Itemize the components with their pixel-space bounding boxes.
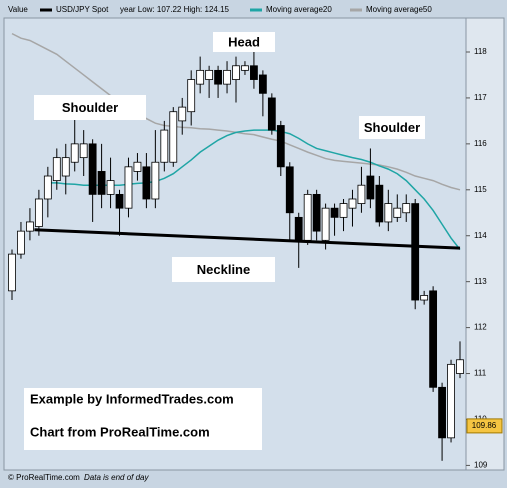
candle-body (447, 363, 455, 439)
y-tick-label: 111 (474, 369, 487, 378)
candle-body (43, 175, 52, 200)
y-tick-label: 112 (474, 323, 487, 332)
candle-body (258, 74, 267, 94)
candle-body (205, 69, 214, 80)
header-info: year Low: 107.22 High: 124.15 (120, 5, 230, 14)
axis-area (465, 17, 505, 471)
candle-body (106, 180, 115, 195)
legend-label: USD/JPY Spot (56, 5, 109, 14)
candle-body (366, 175, 375, 200)
candle-body (312, 193, 321, 232)
candle-body (339, 203, 348, 218)
candle-body (285, 166, 294, 214)
y-tick-label: 118 (474, 47, 487, 56)
candle-body (187, 79, 196, 113)
candle-body (250, 65, 258, 80)
last-price-tag (466, 418, 503, 434)
last-price-label: 109.86 (472, 421, 497, 430)
neckline-label-box (172, 257, 275, 282)
neckline-label: Neckline (197, 262, 250, 277)
candle-body (79, 143, 88, 159)
candle-body (34, 198, 43, 227)
candle-body (375, 184, 384, 223)
candle-body (438, 386, 446, 439)
candle-body (402, 203, 411, 214)
legend-label: Moving average20 (266, 5, 332, 14)
candle-body (303, 193, 312, 241)
credit-line: Chart from ProRealTime.com (30, 424, 210, 439)
candle-body (151, 161, 160, 200)
shoulder-label-box (34, 95, 146, 120)
candle-body (241, 65, 249, 71)
y-tick-label: 117 (474, 93, 487, 102)
candle-body (456, 359, 464, 374)
candle-body (142, 166, 151, 200)
candle-body (384, 203, 393, 223)
candle-body (26, 221, 34, 232)
candle-body (411, 203, 420, 301)
y-tick-label: 109 (474, 461, 488, 470)
candle-body (52, 157, 61, 182)
shoulder-label: Shoulder (364, 120, 420, 135)
candle-body (420, 295, 429, 301)
candle-body (97, 171, 106, 195)
candle-body (169, 111, 178, 163)
candle-body (196, 69, 205, 85)
candle-body (276, 125, 285, 168)
candle-body (223, 69, 231, 85)
head-label: Head (228, 34, 260, 49)
footer-credit: © ProRealTime.com (8, 473, 80, 482)
candle-body (393, 207, 402, 218)
y-tick-label: 114 (474, 231, 487, 240)
candle-body (124, 166, 133, 209)
candle-body (232, 65, 240, 80)
y-tick-label: 115 (474, 185, 487, 194)
neckline (34, 228, 461, 250)
candle-body (160, 129, 169, 163)
candle-body (88, 143, 97, 195)
candle-body (115, 193, 124, 209)
candle-body (8, 253, 16, 292)
candle-body (70, 143, 79, 163)
candle-body (429, 290, 438, 388)
moving-average-line (47, 129, 461, 250)
candle-body (348, 198, 357, 209)
legend-label: Moving average50 (366, 5, 432, 14)
candle-body (214, 69, 222, 85)
shoulder-label-box (359, 116, 425, 139)
candle-body (321, 207, 330, 241)
candle-body (61, 157, 70, 177)
shoulder-label: Shoulder (62, 100, 118, 115)
y-tick-label: 116 (474, 139, 487, 148)
credits-box (24, 388, 262, 450)
y-tick-label: 113 (474, 277, 487, 286)
candle-body (267, 97, 276, 131)
head-label-box (213, 32, 275, 52)
candle-body (178, 106, 187, 122)
candle-body (17, 230, 25, 255)
credit-line: Example by InformedTrades.com (30, 391, 234, 406)
footer-note: Data is end of day (84, 473, 149, 482)
candle-body (133, 161, 142, 172)
header-label: Value (8, 5, 28, 14)
candle-body (330, 207, 339, 218)
candle-body (294, 216, 303, 241)
candle-body (357, 184, 366, 204)
